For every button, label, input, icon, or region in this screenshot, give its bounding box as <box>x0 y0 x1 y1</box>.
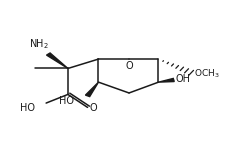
Text: O: O <box>125 61 133 71</box>
Text: OH: OH <box>175 74 190 84</box>
Polygon shape <box>46 53 68 69</box>
Text: HO: HO <box>59 96 74 106</box>
Polygon shape <box>158 78 173 82</box>
Text: OCH$_3$: OCH$_3$ <box>193 68 218 80</box>
Text: O: O <box>89 103 97 113</box>
Text: HO: HO <box>20 103 35 113</box>
Text: NH$_2$: NH$_2$ <box>29 37 49 51</box>
Polygon shape <box>85 82 98 97</box>
